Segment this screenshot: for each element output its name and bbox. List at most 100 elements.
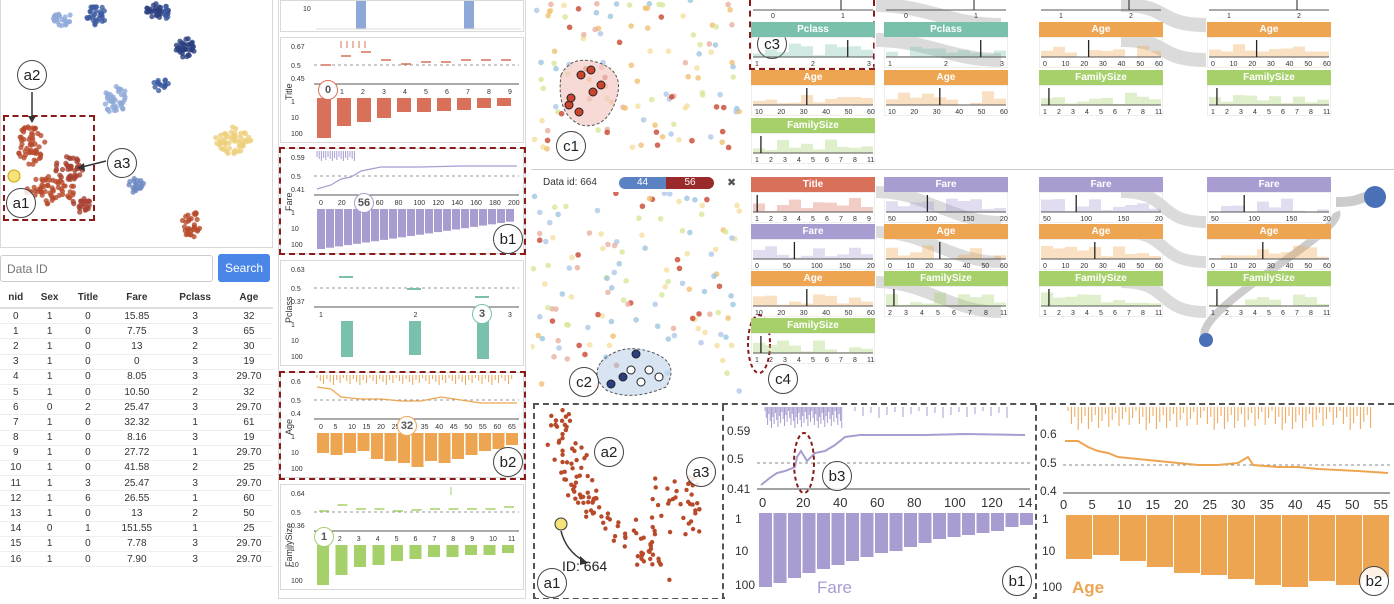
table-cell: 10.50 (108, 384, 165, 399)
table-cell: 29.70 (225, 476, 273, 491)
col-header[interactable]: nid (0, 288, 32, 308)
card-bar (1221, 255, 1233, 259)
feature-card-fare[interactable]: Fare50100150200 (1039, 177, 1163, 223)
data-header: Data id: 664 44 56 ✖ (541, 176, 741, 190)
close-icon[interactable]: ✖ (727, 176, 736, 189)
data-point (574, 458, 578, 462)
marker-title[interactable]: 0 (318, 80, 338, 100)
feature-chart-title[interactable]: 0.670.50.450123456789110100Title (280, 37, 524, 143)
col-header[interactable]: Fare (108, 288, 165, 308)
histogram-bar (1309, 515, 1335, 581)
data-point (704, 197, 710, 203)
col-header[interactable]: Title (68, 288, 108, 308)
data-point (576, 6, 582, 12)
col-header[interactable]: Pclass (166, 288, 225, 308)
data-point (634, 531, 638, 535)
card-bar (1257, 52, 1269, 57)
table-cell: 0 (68, 339, 108, 354)
data-id-input[interactable] (0, 255, 213, 282)
histogram-bar (846, 513, 859, 561)
data-point (587, 230, 593, 236)
table-cell: 0 (68, 384, 108, 399)
marker-fare[interactable]: 56 (354, 193, 374, 213)
data-point (594, 1, 600, 7)
marker-age[interactable]: 32 (397, 416, 417, 436)
card-bar (1065, 297, 1077, 306)
card-bar (1113, 49, 1125, 57)
group-projection-bottom[interactable] (531, 192, 745, 402)
x-tick: 0 (759, 495, 766, 510)
data-point (683, 105, 689, 111)
data-point (604, 130, 610, 136)
card-tick: 20 (910, 109, 918, 116)
data-point (584, 453, 588, 457)
tick-x: 5 (395, 536, 399, 543)
col-header[interactable]: Sex (32, 288, 68, 308)
data-point (711, 273, 717, 279)
col-header[interactable]: Age (225, 288, 273, 308)
feature-card-fare[interactable]: Fare050100150200 (751, 224, 875, 270)
card-bar (1137, 97, 1149, 105)
data-point (573, 441, 577, 445)
card-bar (1245, 299, 1257, 306)
zoom-fare-chart[interactable]: 0.590.50.41020406080100120140110100 (725, 405, 1033, 599)
table-cell: 0 (0, 308, 32, 324)
feature-card-fare[interactable]: Fare50100150200 (1207, 177, 1331, 223)
feature-card-fare[interactable]: Fare50100150200 (884, 177, 1008, 223)
table-cell: 1 (166, 415, 225, 430)
card-bar (801, 144, 813, 153)
marker-familysize[interactable]: 1 (314, 527, 334, 547)
y-tick: 1 (735, 512, 742, 526)
table-cell: 1 (166, 521, 225, 536)
histogram-bar (397, 98, 411, 112)
card-title: FamilySize (751, 318, 875, 333)
data-point (609, 285, 615, 291)
x-tick: 20 (796, 495, 810, 510)
card-tick: 7 (1295, 310, 1299, 317)
histogram-bar (337, 98, 351, 126)
data-point (676, 199, 682, 205)
marker-pclass[interactable]: 3 (472, 304, 492, 324)
search-button[interactable]: Search (218, 254, 270, 282)
table-cell: 13 (0, 506, 32, 521)
histogram-bar (1174, 515, 1200, 573)
card-bar (849, 347, 861, 353)
card-bar (801, 46, 813, 57)
